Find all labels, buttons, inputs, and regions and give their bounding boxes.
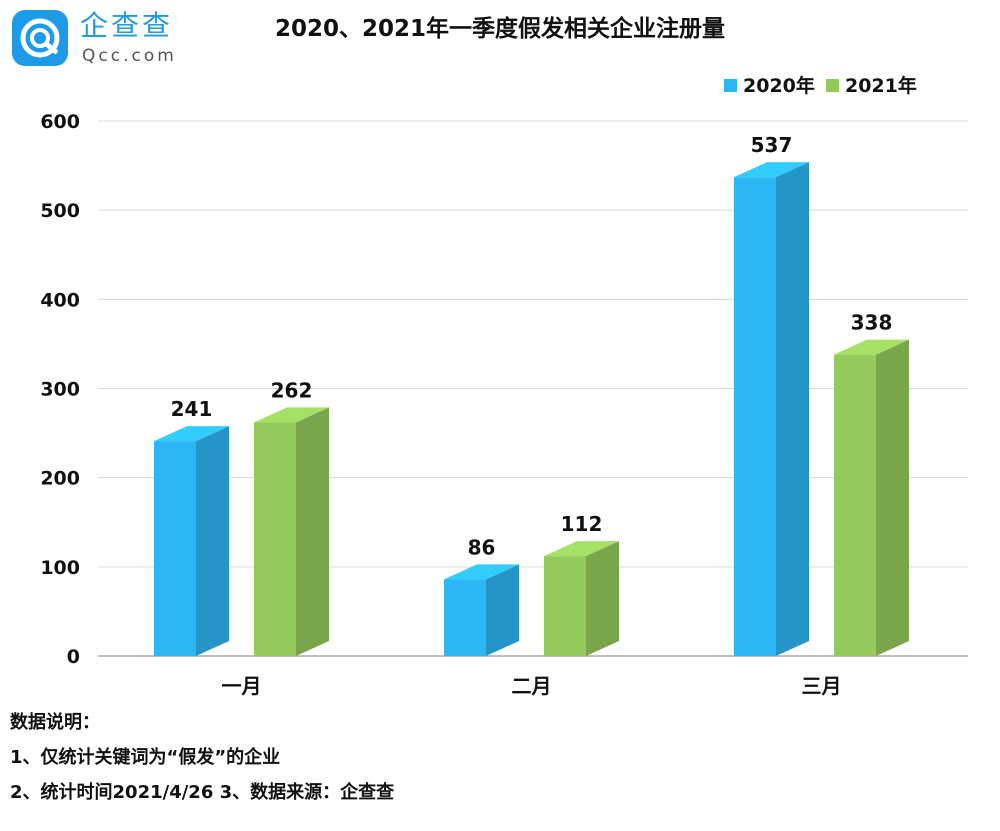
bar <box>444 564 519 656</box>
bar-top <box>734 162 809 178</box>
bar-side <box>876 339 909 656</box>
bars: 241 262 86 112 537 338 <box>154 133 909 657</box>
y-tick-label: 0 <box>67 646 80 668</box>
legend: 2020年 2021年 <box>724 74 917 97</box>
bar-front <box>154 441 196 656</box>
data-label: 262 <box>271 378 313 402</box>
bar-side <box>586 541 619 656</box>
logo-name-cn: 企查查 <box>80 9 174 42</box>
x-tick-label: 二月 <box>512 674 552 698</box>
data-label: 537 <box>751 133 793 157</box>
bar <box>154 426 229 656</box>
data-label: 112 <box>561 512 603 536</box>
y-tick-label: 400 <box>40 289 80 311</box>
bar <box>734 162 809 657</box>
bar-front <box>734 177 776 657</box>
bar <box>834 339 909 656</box>
y-tick-label: 600 <box>40 111 80 133</box>
y-tick-label: 200 <box>40 468 80 490</box>
data-notes: 数据说明： 1、仅统计关键词为“假发”的企业 2、统计时间2021/4/26 3… <box>10 712 394 817</box>
y-tick-label: 500 <box>40 200 80 222</box>
bar-top <box>444 564 519 580</box>
data-label: 338 <box>851 311 893 335</box>
chart-title: 2020、2021年一季度假发相关企业注册量 <box>274 16 726 42</box>
qcc-logo-icon <box>12 10 68 66</box>
y-axis: 0 100 200 300 400 500 600 <box>40 111 80 668</box>
bar-side <box>486 564 519 656</box>
data-label: 86 <box>468 535 496 559</box>
legend-item: 2021年 <box>826 74 917 97</box>
y-tick-label: 300 <box>40 379 80 401</box>
bar <box>254 407 329 656</box>
bar-side <box>196 426 229 656</box>
y-tick-label: 100 <box>40 557 80 579</box>
bar <box>544 541 619 656</box>
bar-front <box>254 422 296 656</box>
bar-top <box>834 339 909 355</box>
bar-front <box>834 354 876 656</box>
notes-heading: 数据说明： <box>10 712 100 733</box>
x-tick-label: 三月 <box>802 674 842 698</box>
legend-label: 2020年 <box>743 74 815 97</box>
x-tick-label: 一月 <box>222 674 262 698</box>
bar-top <box>544 541 619 557</box>
bar-side <box>296 407 329 656</box>
logo-name-en: Qcc.com <box>82 46 177 66</box>
legend-swatch <box>724 79 737 92</box>
bar-front <box>444 579 486 656</box>
legend-swatch <box>826 79 839 92</box>
notes-line-2: 2、统计时间2021/4/26 3、数据来源：企查查 <box>10 782 395 803</box>
bar-side <box>776 162 809 657</box>
bar-front <box>544 556 586 656</box>
data-label: 241 <box>171 397 213 421</box>
bar-top <box>154 426 229 442</box>
gridlines <box>98 120 968 657</box>
notes-line-1: 1、仅统计关键词为“假发”的企业 <box>10 747 281 768</box>
legend-label: 2021年 <box>845 74 917 97</box>
x-axis: 一月 二月 三月 <box>222 674 842 698</box>
bar-top <box>254 407 329 423</box>
qcc-logo: 企查查 Qcc.com <box>10 8 190 68</box>
legend-item: 2020年 <box>724 74 815 97</box>
